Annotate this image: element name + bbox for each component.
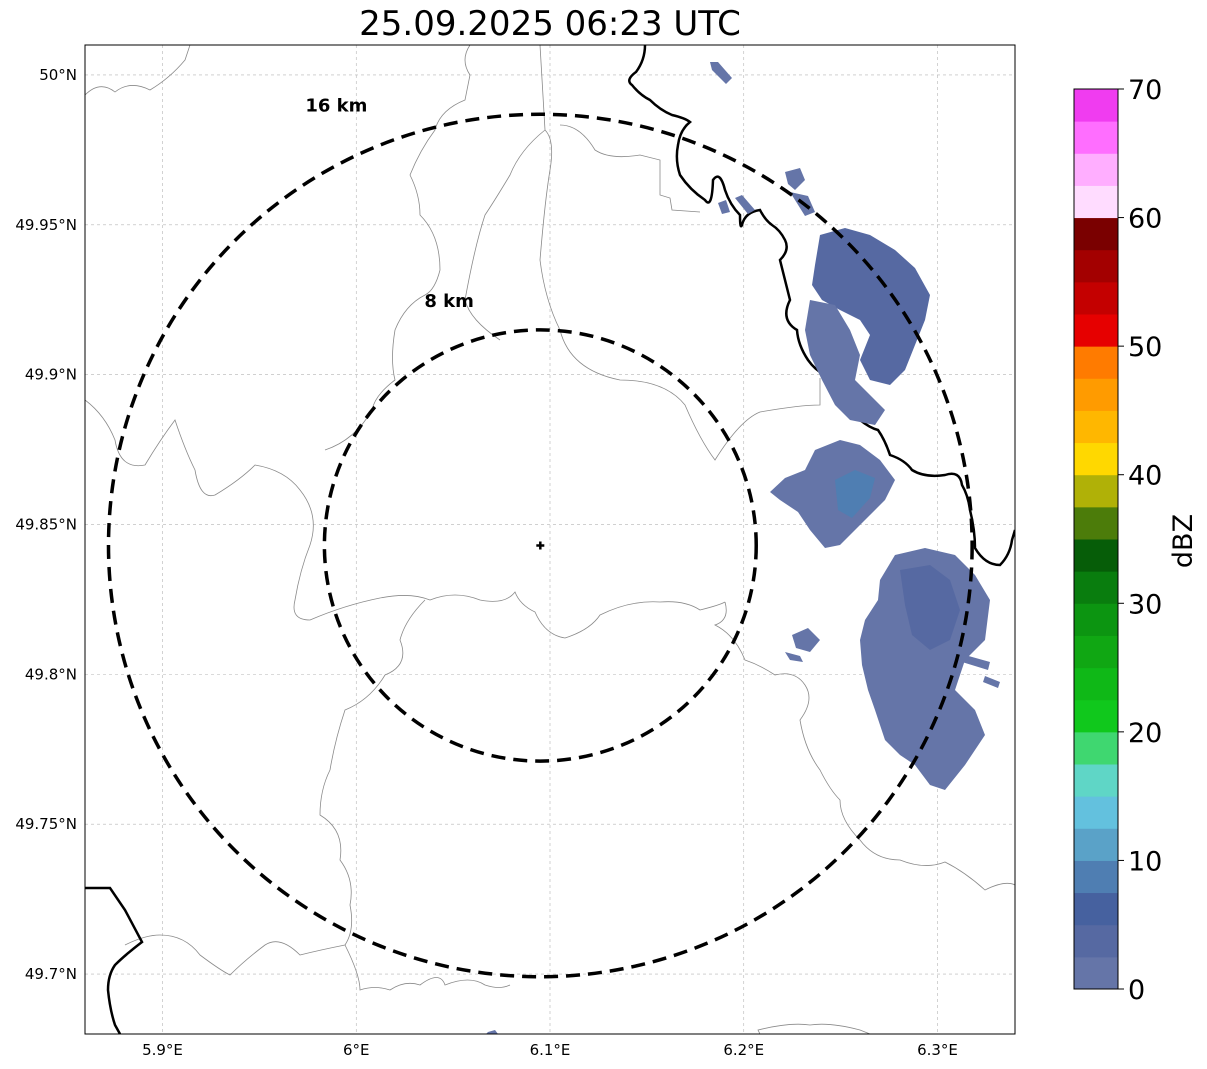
precip-echo — [962, 655, 990, 670]
range-ring — [106, 112, 974, 979]
precip-echo — [812, 228, 930, 385]
precip-echo — [835, 470, 875, 518]
colorbar: 0 10 20 30 40 50 60 70 dBZ — [1073, 75, 1199, 1006]
colorbar-segment — [1074, 121, 1118, 154]
lat-tick-label: 49.95°N — [15, 216, 77, 234]
colorbar-tick-label: 70 — [1128, 75, 1162, 106]
map-frame — [84, 44, 1016, 1035]
country-border-southwest — [85, 886, 144, 1034]
precip-echo — [785, 652, 803, 662]
colorbar-segment — [1074, 506, 1118, 540]
radar-site-marker — [536, 541, 545, 550]
boundary-line — [85, 399, 726, 639]
colorbar-tick-label: 10 — [1128, 846, 1162, 877]
colorbar-tick-label: 0 — [1128, 975, 1145, 1006]
boundary-line — [319, 599, 511, 991]
colorbar-segment — [1074, 571, 1118, 604]
precip-echo — [785, 168, 805, 190]
lat-tick-label: 50°N — [39, 66, 77, 84]
range-ring — [322, 328, 758, 763]
range-rings — [106, 112, 974, 979]
precip-echo — [770, 440, 895, 548]
radar-reflectivity — [486, 62, 1000, 1034]
colorbar-tick-label: 40 — [1128, 461, 1162, 492]
colorbar-segment — [1074, 956, 1118, 990]
lon-tick-label: 6°E — [343, 1041, 370, 1059]
colorbar-segment — [1074, 346, 1118, 379]
colorbar-segment — [1074, 539, 1118, 572]
colorbar-frame — [1073, 88, 1119, 990]
precip-echo — [900, 565, 960, 650]
lon-tick-label: 6.3°E — [917, 1041, 958, 1059]
colorbar-segment — [1074, 667, 1118, 701]
colorbar-segment — [1074, 474, 1118, 508]
colorbar-segment — [1074, 281, 1118, 315]
lat-tick-label: 49.8°N — [25, 665, 77, 683]
latitude-labels: 50°N 49.95°N 49.9°N 49.85°N 49.8°N 49.75°N 49.… — [15, 66, 77, 983]
colorbar-segment — [1074, 764, 1118, 797]
lon-tick-label: 6.1°E — [530, 1041, 571, 1059]
colorbar-tick-label: 20 — [1128, 718, 1162, 749]
boundary-line — [85, 45, 191, 96]
colorbar-segment — [1074, 89, 1118, 122]
precip-echo — [805, 300, 885, 425]
colorbar-segment — [1074, 731, 1118, 765]
colorbar-tick-labels: 0 10 20 30 40 50 60 70 — [1118, 75, 1162, 1006]
lat-tick-label: 49.75°N — [15, 815, 77, 833]
colorbar-tick-label: 60 — [1128, 204, 1162, 235]
boundary-line — [539, 129, 821, 461]
precip-echo — [710, 62, 732, 84]
colorbar-segment — [1074, 892, 1118, 926]
colorbar-segment — [1074, 314, 1118, 347]
boundary-line — [559, 124, 701, 213]
range-ring-label: 16 km — [305, 95, 367, 116]
colorbar-segment — [1074, 153, 1118, 186]
longitude-labels: 5.9°E 6°E 6.1°E 6.2°E 6.3°E — [142, 1041, 958, 1059]
boundary-line — [124, 934, 346, 976]
colorbar-segment — [1074, 442, 1118, 476]
range-ring-label: 8 km — [424, 291, 474, 312]
country-border-east — [628, 45, 1015, 567]
boundary-line — [464, 45, 546, 341]
lat-tick-label: 49.7°N — [25, 965, 77, 983]
colorbar-label: dBZ — [1168, 514, 1199, 568]
colorbar-segment — [1074, 378, 1118, 411]
boundary-line — [713, 601, 1015, 891]
colorbar-segment — [1074, 860, 1118, 894]
colorbar-segment — [1074, 249, 1118, 283]
colorbar-segment — [1074, 796, 1118, 829]
colorbar-segment — [1074, 828, 1118, 861]
colorbar-tick-label: 30 — [1128, 589, 1162, 620]
colorbar-segment — [1074, 185, 1118, 219]
map-plot-area — [84, 44, 1016, 1035]
map-title: 25.09.2025 06:23 UTC — [359, 4, 741, 44]
colorbar-segment — [1074, 217, 1118, 251]
colorbar-segment — [1074, 699, 1118, 733]
country-borders — [85, 45, 1015, 1034]
lon-tick-label: 5.9°E — [142, 1041, 183, 1059]
colorbar-segment — [1074, 924, 1118, 958]
precip-echo — [718, 200, 730, 214]
boundary-line — [757, 1023, 871, 1034]
precip-echo — [983, 676, 1000, 688]
lon-tick-label: 6.2°E — [723, 1041, 764, 1059]
colorbar-segment — [1074, 410, 1118, 444]
colorbar-segment — [1074, 635, 1118, 669]
colorbar-tick-label: 50 — [1128, 332, 1162, 363]
precip-echo — [486, 1030, 498, 1034]
admin-boundaries — [85, 45, 1015, 1034]
colorbar-segment — [1074, 603, 1118, 636]
lat-tick-label: 49.9°N — [25, 366, 77, 384]
lat-tick-label: 49.85°N — [15, 516, 77, 534]
precip-echo — [735, 195, 755, 214]
colorbar-segments — [1074, 89, 1118, 990]
precip-echo — [792, 628, 820, 652]
boundary-line — [324, 45, 471, 451]
